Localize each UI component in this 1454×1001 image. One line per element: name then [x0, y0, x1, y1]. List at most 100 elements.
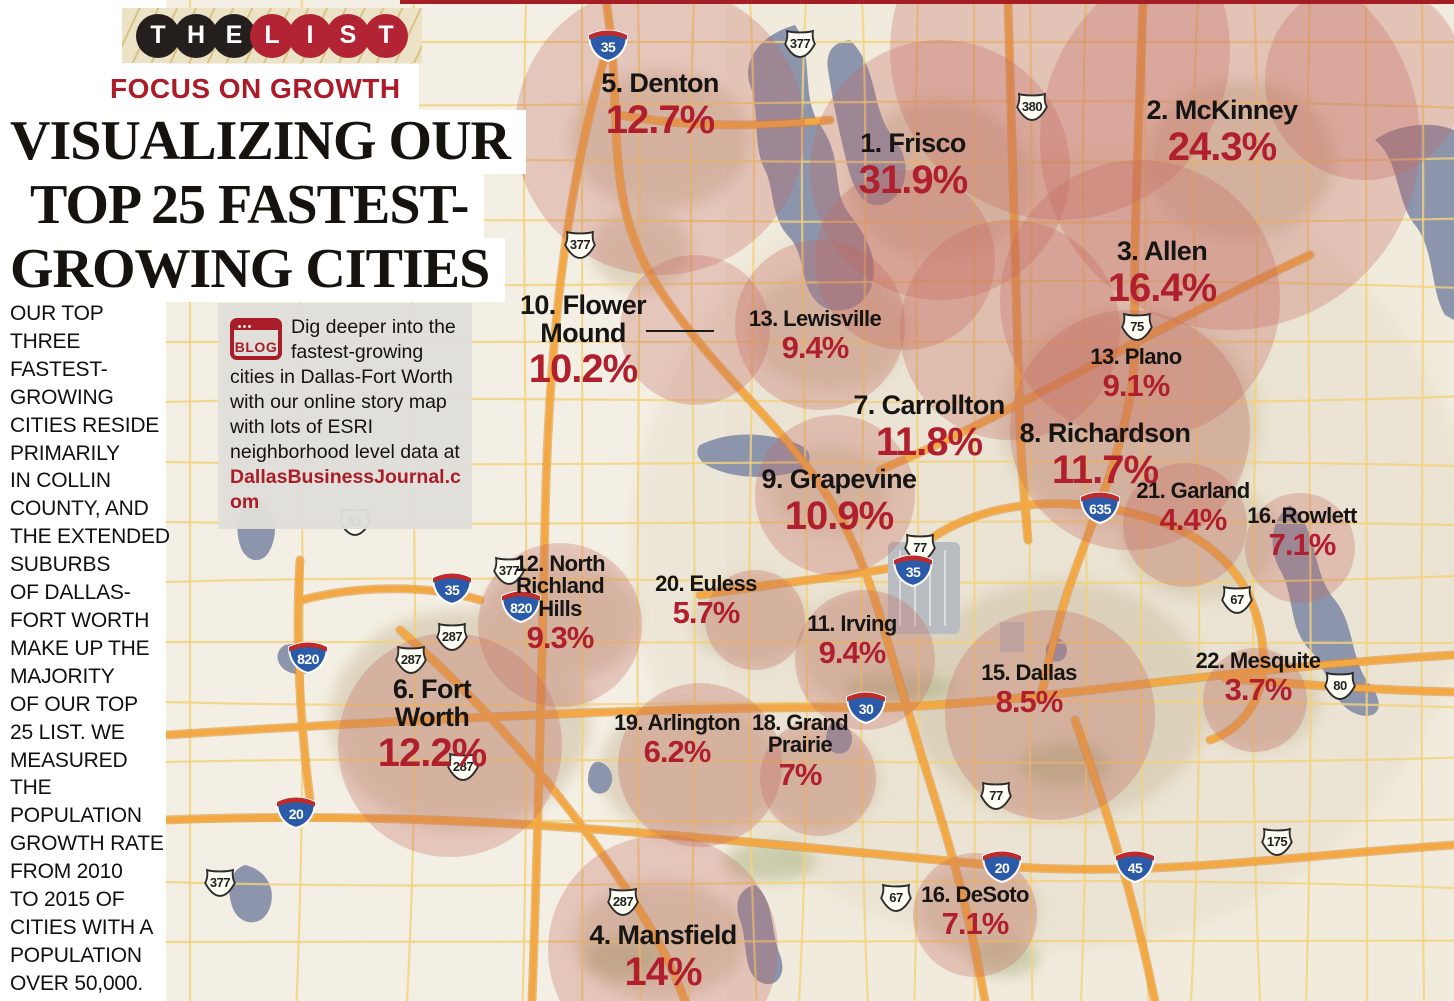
shield-number: 35 [905, 564, 921, 580]
city-name: 2. McKinney [1146, 95, 1299, 125]
city-label-fort-worth: 6. Fort Worth 12.2% [378, 674, 487, 773]
growth-percentage: 7.1% [1268, 527, 1337, 563]
shield-number: 380 [1021, 98, 1043, 114]
city-name: 9. Grapevine [761, 464, 917, 494]
growth-percentage: 7% [778, 756, 823, 792]
shield-number: 75 [1130, 318, 1144, 334]
shield-number: 35 [444, 582, 460, 598]
shield-number: 820 [510, 600, 532, 616]
logo-letter-5: S [326, 13, 370, 58]
shield-number: 67 [1230, 591, 1244, 607]
interstate-shield-20: 20 [980, 848, 1024, 884]
shield-number: 820 [297, 651, 319, 667]
growth-percentage: 14% [624, 949, 702, 994]
city-label-rowlett: 16. Rowlett 7.1% [1247, 503, 1357, 563]
shield-number: 377 [569, 236, 591, 252]
city-label-richardson: 8. Richardson 11.7% [1019, 418, 1191, 492]
shield-number: 67 [889, 889, 903, 905]
city-label-arlington: 19. Arlington 6.2% [614, 711, 740, 770]
city-label-allen: 3. Allen 16.4% [1108, 237, 1217, 307]
shield-number: 80 [1333, 677, 1347, 693]
city-name: 13. Lewisville [748, 306, 882, 331]
shield-number: 287 [400, 651, 422, 667]
shield-number: 175 [1266, 833, 1288, 849]
growth-percentage: 7.1% [941, 906, 1010, 942]
city-name: 18. Grand Prairie [751, 710, 849, 758]
shield-number: 377 [209, 874, 231, 890]
city-name: 7. Carrollton [853, 390, 1005, 420]
page-title-line-3: GROWING CITIES [0, 238, 506, 302]
city-label-garland: 21. Garland 4.4% [1136, 479, 1250, 536]
city-label-irving: 11. Irving 9.4% [807, 611, 897, 671]
growth-percentage: 5.7% [672, 595, 741, 631]
interstate-shield-20: 20 [274, 794, 318, 830]
blog-link[interactable]: DallasBusinessJournal.com [230, 466, 461, 513]
top-red-border [400, 0, 1454, 4]
flower-mound-leader-line [646, 330, 714, 332]
logo-letter-2: E [212, 13, 256, 58]
city-name: 16. Rowlett [1247, 503, 1357, 528]
city-label-denton: 5. Denton 12.7% [601, 69, 719, 139]
growth-percentage: 10.2% [528, 347, 638, 392]
shield-number: 287 [441, 628, 463, 644]
us-route-shield-175: 175 [1259, 826, 1296, 858]
us-route-shield-77: 77 [978, 780, 1015, 812]
city-label-mansfield: 4. Mansfield 14% [589, 921, 737, 994]
blog-icon-label: BLOG [234, 339, 278, 355]
shield-number: 377 [498, 562, 520, 578]
city-name: 6. Fort Worth [392, 674, 472, 732]
city-label-grand-prairie: 18. Grand Prairie 7% [751, 710, 849, 792]
us-route-shield-287: 287 [445, 751, 482, 783]
city-name: 8. Richardson [1019, 418, 1191, 448]
city-label-desoto: 16. DeSoto 7.1% [921, 882, 1029, 942]
growth-percentage: 9.4% [818, 635, 887, 671]
city-name: 22. Mesquite [1195, 648, 1321, 673]
us-route-shield-75: 75 [1119, 311, 1156, 343]
city-label-mckinney: 2. McKinney 24.3% [1146, 95, 1299, 166]
blog-icon-browser-bar [234, 322, 278, 330]
major-highways [161, 0, 1454, 1001]
city-name: 10. Flower Mound [519, 290, 647, 348]
city-name: 11. Irving [807, 611, 897, 636]
growth-percentage: 9.1% [1102, 368, 1171, 404]
us-route-shield-287: 287 [393, 644, 430, 676]
shield-number: 377 [789, 35, 811, 51]
city-label-lewisville: 13. Lewisville 9.4% [748, 306, 882, 366]
city-label-north-richland-hills: 12. North Richland Hills 9.3% [515, 552, 606, 656]
interstate-shield-45: 45 [1113, 848, 1157, 884]
growth-percentage: 6.2% [643, 734, 712, 770]
city-name: 15. Dallas [981, 660, 1077, 685]
city-label-euless: 20. Euless 5.7% [655, 572, 757, 631]
page-title: VISUALIZING OUR TOP 25 FASTEST- GROWING … [0, 110, 526, 302]
city-name: 13. Plano [1090, 344, 1182, 369]
city-name: 1. Frisco [860, 128, 966, 158]
city-label-grapevine: 9. Grapevine 10.9% [761, 464, 917, 535]
interstate-shield-35: 35 [891, 552, 935, 588]
growth-percentage: 9.3% [526, 620, 595, 656]
us-route-shield-287: 287 [434, 621, 471, 653]
shield-number: 20 [288, 806, 304, 822]
growth-percentage: 9.4% [781, 330, 850, 366]
city-label-dallas: 15. Dallas 8.5% [981, 660, 1077, 718]
logo-letter-4: I [288, 13, 332, 58]
growth-percentage: 11.8% [875, 419, 983, 464]
blog-icon: BLOG [230, 318, 282, 360]
us-route-shield-377: 377 [491, 555, 528, 587]
shield-number: 635 [1089, 501, 1111, 517]
intro-text: OUR TOP THREE FASTEST- GROWING CITIES RE… [10, 302, 170, 995]
city-label-frisco: 1. Frisco 31.9% [859, 128, 968, 199]
interstate-shield-820: 820 [499, 588, 543, 624]
city-label-carrollton: 7. Carrollton 11.8% [853, 390, 1005, 464]
page-title-line-1: VISUALIZING OUR [0, 110, 526, 174]
interstate-shield-820: 820 [286, 639, 330, 675]
shield-number: 35 [600, 39, 616, 55]
shield-number: 30 [858, 701, 874, 717]
growth-percentage: 11.7% [1051, 447, 1159, 492]
city-name: 16. DeSoto [921, 882, 1029, 907]
shield-number: 287 [612, 893, 634, 909]
blog-text: Dig deeper into the fastest-growing citi… [230, 316, 460, 463]
shield-number: 287 [452, 758, 474, 774]
city-label-flower-mound: 10. Flower Mound 10.2% [519, 290, 647, 392]
